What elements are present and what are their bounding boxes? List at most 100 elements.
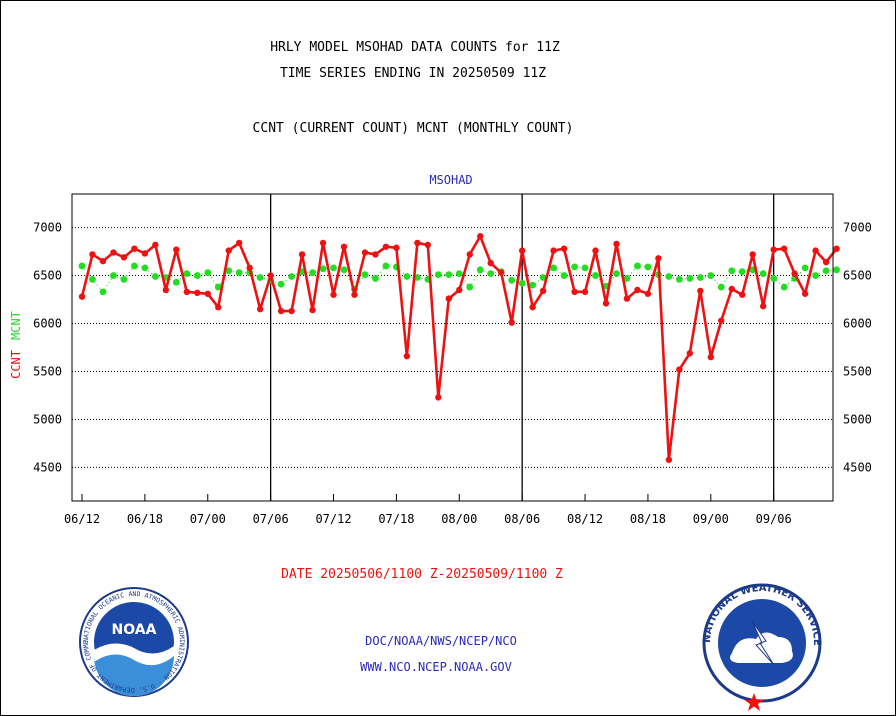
ccnt-point [833,245,840,252]
ccnt-point [236,239,243,247]
mcnt-point [571,263,578,271]
ccnt-point [728,285,735,293]
ccnt-point [518,247,526,254]
noaa-logo-text: NOAA [112,622,157,638]
ccnt-point [456,286,463,294]
ccnt-point [78,293,86,300]
ccnt-point [298,251,306,258]
mcnt-point [172,278,180,286]
mcnt-point [413,274,421,281]
mcnt-point [372,275,379,282]
y-tick-label-right: 4500 [843,460,872,474]
ccnt-point [382,243,390,250]
mcnt-point [728,267,736,275]
ccnt-point [267,272,274,279]
mcnt-point [445,271,453,278]
ccnt-point [131,245,138,252]
mcnt-point [560,272,568,279]
ccnt-point [246,264,253,272]
mcnt-point [120,275,128,283]
mcnt-point [235,269,243,277]
y-tick-label-left: 7000 [33,221,62,235]
y-tick-labels: 4500 4500 5000 5000 5500 5500 6000 6000 6500 6500… [33,221,872,475]
x-tick-label: 09/06 [756,512,792,526]
x-tick-label: 08/00 [441,512,477,526]
mcnt-point [539,274,547,281]
ccnt-point [204,290,211,297]
ccnt-point [822,258,830,266]
mcnt-point [738,268,746,276]
plot-label: MSOHAD [429,173,472,187]
ccnt-point [361,249,369,256]
mcnt-point [675,275,683,283]
mcnt-point [613,270,620,278]
y-tick-label-right: 5000 [843,412,872,426]
x-tick-label: 08/06 [504,512,540,526]
ccnt-point [194,289,201,297]
mcnt-point [759,270,767,278]
ccnt-point [718,317,725,324]
series-layer [78,233,840,463]
ccnt-point [477,233,484,240]
mcnt-point [707,272,715,279]
ccnt-point [288,307,295,315]
mcnt-point [455,270,463,278]
ccnt-point [749,251,756,258]
x-tick-label: 08/12 [567,512,603,526]
mcnt-point [225,267,233,275]
date-range: DATE 20250506/1100 Z-20250509/1100 Z [281,567,563,582]
ccnt-point [665,456,673,463]
ccnt-point [676,366,683,373]
ccnt-point [780,245,788,252]
ccnt-point [414,239,421,247]
ccnt-point [487,259,494,267]
mcnt-point [288,273,295,280]
series-ccnt [78,233,840,463]
y-tick-label-left: 5500 [33,364,62,378]
mcnt-point [151,273,159,280]
ccnt-point [581,288,589,296]
x-tick-label: 07/06 [253,512,289,526]
ccnt-point [173,246,180,253]
mcnt-point [434,271,442,278]
y-axis-label-ccnt: CCNT [9,350,23,379]
ccnt-point [435,394,442,401]
mcnt-point [686,275,694,282]
ccnt-point [277,307,285,315]
ccnt-point [89,251,96,258]
mcnt-point [581,264,589,272]
ccnt-point [571,288,578,296]
ccnt-point [403,352,411,360]
ccnt-point [550,247,557,254]
mcnt-point [309,269,316,277]
ccnt-point [466,251,473,258]
mcnt-point [193,272,201,279]
mcnt-point [131,262,138,270]
ccnt-point [592,247,599,254]
ccnt-point [539,287,547,295]
chart-legend-text: CCNT (CURRENT COUNT) MCNT (MONTHLY COUNT… [253,121,574,136]
ccnt-line [80,234,838,462]
ccnt-point [634,286,641,294]
ccnt-point [351,291,358,298]
ccnt-point [393,244,400,251]
x-tick-labels: 06/12 06/18 07/00 07/06 07/12 07/18 08/00 08/06… [64,494,792,526]
footer-url[interactable]: WWW.NCO.NCEP.NOAA.GOV [360,660,512,674]
ccnt-point [340,243,348,250]
mcnt-point [110,272,117,279]
mcnt-point [812,272,819,279]
x-tick-label: 06/12 [64,512,100,526]
ccnt-point [120,254,128,261]
plot-frame [71,193,834,502]
mcnt-point [99,288,107,296]
mcnt-point [592,272,599,279]
y-tick-label-right: 7000 [843,221,872,235]
ccnt-point [623,295,631,302]
y-tick-label-left: 6000 [33,317,62,331]
ccnt-point [319,239,327,247]
ccnt-point [697,287,704,295]
y-tick-label-right: 6500 [843,269,872,283]
mcnt-point [382,262,390,270]
mcnt-point [634,262,641,270]
